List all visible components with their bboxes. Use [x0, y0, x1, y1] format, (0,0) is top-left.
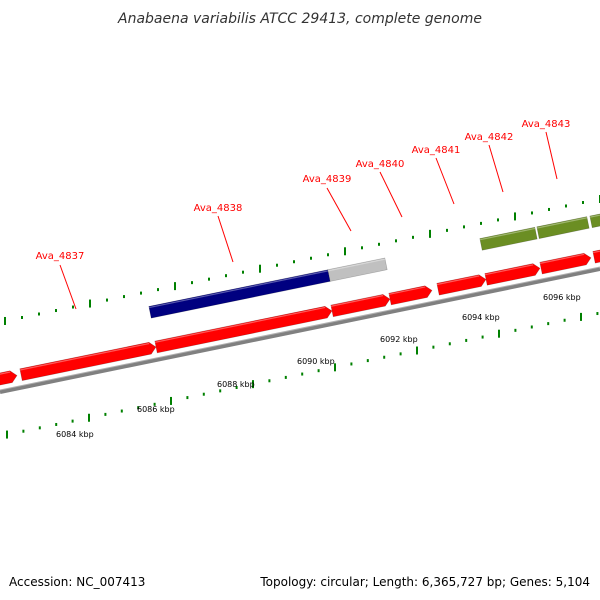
- gene-label[interactable]: Ava_4837: [36, 251, 85, 262]
- forward-gene-9-shine: [592, 250, 600, 254]
- gene-label[interactable]: Ava_4841: [412, 145, 461, 156]
- gene-label[interactable]: Ava_4839: [303, 174, 352, 185]
- forward-gene-1-shine: [0, 371, 11, 375]
- scale-label: 6084 kbp: [56, 430, 94, 439]
- scale-label: 6086 kbp: [137, 405, 175, 414]
- reverse-gene-ava-4839-shine: [327, 258, 386, 272]
- forward-gene-6-shine: [436, 275, 480, 286]
- outer-tick-track: [4, 195, 600, 325]
- backbone-line: [0, 267, 600, 394]
- backbone-highlight: [0, 266, 600, 391]
- scale-labels: 6084 kbp 6086 kbp 6088 kbp 6090 kbp 6092 kbp…: [56, 293, 581, 439]
- gene-leader-line: [435, 157, 455, 205]
- gene-leader-line: [488, 144, 504, 193]
- forward-gene-8: [539, 252, 592, 275]
- scale-label: 6088 kbp: [217, 380, 255, 389]
- gene-leader-line: [217, 215, 234, 263]
- gene-leader-line: [379, 171, 403, 218]
- gene-labels: Ava_4837 Ava_4838 Ava_4839 Ava_4840 Ava_4841…: [36, 119, 571, 310]
- gene-leader-line: [326, 187, 352, 232]
- forward-gene-6: [436, 274, 487, 296]
- gene-label[interactable]: Ava_4838: [194, 203, 243, 214]
- scale-label: 6094 kbp: [462, 313, 500, 322]
- forward-gene-8-shine: [539, 253, 585, 264]
- gene-leader-line: [545, 131, 558, 180]
- gene-label[interactable]: Ava_4842: [465, 132, 514, 143]
- forward-gene-2-shine: [19, 342, 150, 371]
- forward-gene-7-shine: [484, 264, 534, 276]
- reverse-gene-ava-4843: [536, 216, 590, 239]
- gene-label[interactable]: Ava_4840: [356, 159, 405, 170]
- genome-backbone: [0, 266, 600, 394]
- forward-gene-1: [0, 370, 18, 386]
- genome-stats-text: Topology: circular; Length: 6,365,727 bp…: [259, 575, 590, 589]
- forward-gene-9: [592, 249, 600, 264]
- reverse-gene-ava-4843-shine: [536, 217, 588, 229]
- scale-label: 6090 kbp: [297, 357, 335, 366]
- gene-leader-line: [59, 264, 77, 310]
- scale-label: 6092 kbp: [380, 335, 418, 344]
- forward-gene-2: [19, 341, 157, 381]
- forward-gene-3-shine: [154, 306, 326, 343]
- forward-gene-3: [154, 305, 333, 354]
- forward-gene-7: [484, 263, 541, 286]
- accession-text: Accession: NC_007413: [9, 575, 145, 589]
- map-title: Anabaena variabilis ATCC 29413, complete…: [117, 11, 482, 27]
- reverse-gene-ava-4838-shine: [148, 270, 329, 309]
- forward-gene-5-shine: [388, 286, 426, 295]
- reverse-gene-ava-4839: [327, 257, 388, 282]
- reverse-gene-ava-4844-shine: [589, 214, 600, 218]
- forward-gene-4-shine: [330, 294, 384, 307]
- reverse-gene-ava-4842: [479, 226, 538, 251]
- forward-gene-5: [388, 285, 433, 306]
- reverse-gene-ava-4844: [589, 213, 600, 229]
- forward-strand-track: [0, 249, 600, 386]
- forward-gene-4: [330, 294, 391, 318]
- reverse-gene-ava-4842-shine: [479, 227, 536, 241]
- scale-tick-track: [6, 312, 599, 439]
- reverse-strand-track: [148, 213, 600, 319]
- scale-label: 6096 kbp: [543, 293, 581, 302]
- gene-label[interactable]: Ava_4843: [522, 119, 571, 130]
